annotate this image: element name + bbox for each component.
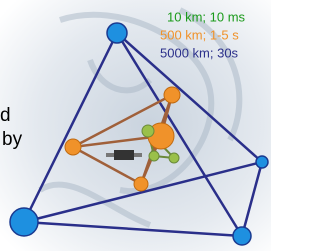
diagram: 10 km; 10 ms 500 km; 1-5 s 5000 km; 30s …: [0, 0, 271, 251]
side-text: d: [0, 105, 11, 126]
legend-item: 500 km; 1-5 s: [160, 27, 239, 42]
legend: 10 km; 10 ms 500 km; 1-5 s 5000 km; 30s: [160, 9, 246, 60]
side-text: by: [2, 129, 23, 150]
legend-item: 5000 km; 30s: [160, 45, 239, 60]
legend-item: 10 km; 10 ms: [167, 9, 246, 24]
